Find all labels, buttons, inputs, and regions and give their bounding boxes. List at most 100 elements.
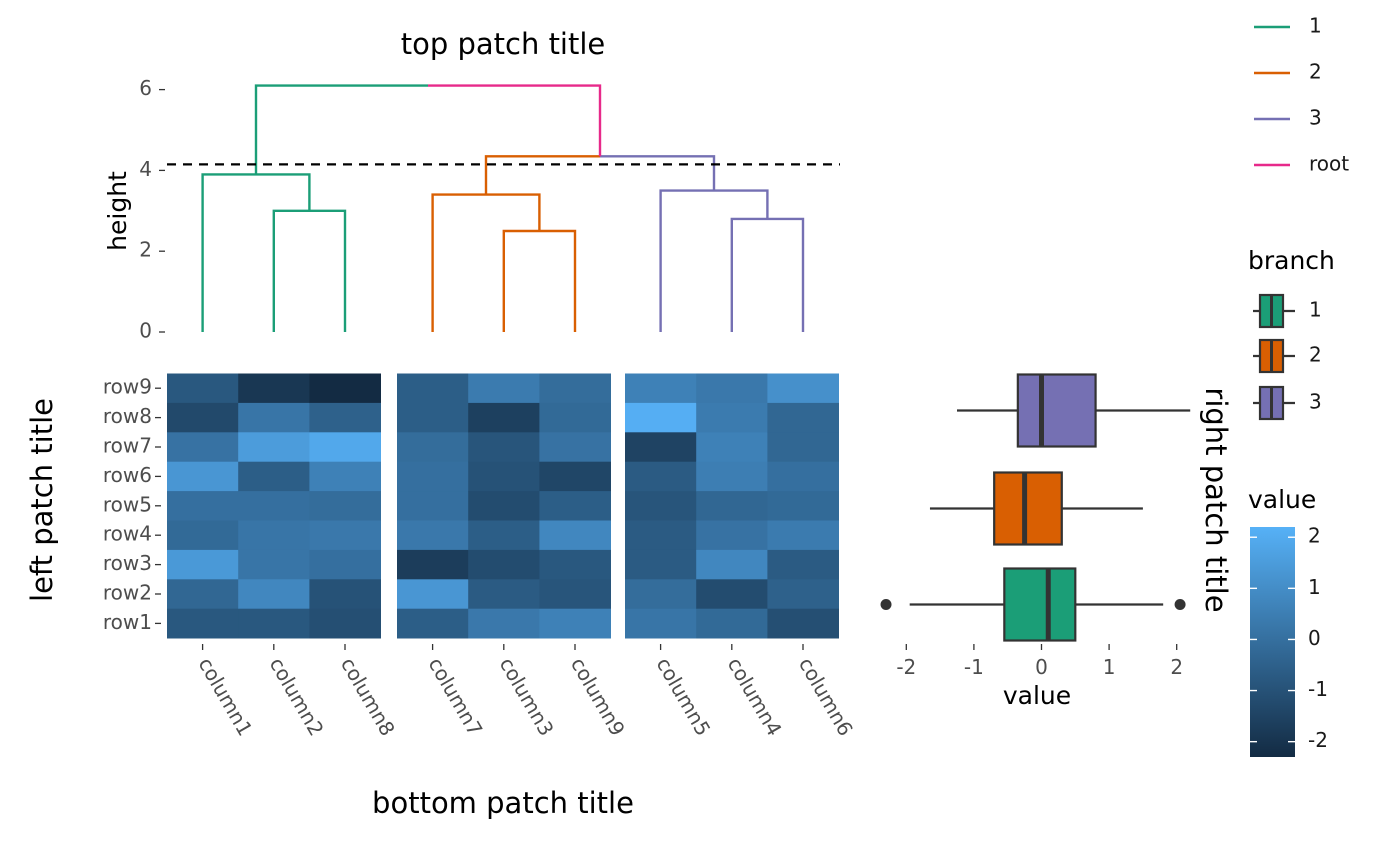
heatmap-cell [767, 549, 839, 580]
heatmap-cell [767, 579, 839, 610]
value-legend-tick-label: -2 [1308, 728, 1328, 752]
heatmap-cell [238, 491, 310, 521]
heatmap-cell [767, 608, 839, 639]
heatmap-cell [238, 549, 310, 580]
right-patch-title: right patch title [1199, 387, 1233, 612]
heatmap-row-label: row9 [103, 375, 152, 399]
heatmap-cell [696, 549, 768, 580]
dendrogram-branch-root [428, 84, 602, 157]
heatmap-cell [309, 491, 381, 521]
heatmap-cell [468, 432, 540, 463]
heatmap-cell [539, 549, 611, 580]
bottom-patch-title: bottom patch title [372, 786, 634, 820]
value-legend: value 2 1 0 -1 -2 [1248, 485, 1328, 757]
boxplot-x-tick-label: 1 [1103, 655, 1116, 679]
heatmap-cell [397, 491, 469, 521]
dendrogram-panel: 0 2 4 6 [139, 76, 840, 343]
heatmap-cell [625, 579, 697, 610]
heatmap-cell [167, 491, 239, 521]
heatmap-cell [238, 402, 310, 433]
dendrogram-y-tick-label: 6 [139, 76, 152, 100]
heatmap-cell [767, 373, 839, 404]
heatmap-cell [696, 520, 768, 551]
heatmap-cell [397, 549, 469, 580]
boxplot-panel: -2 -1 0 1 2 [880, 373, 1191, 679]
heatmap-column-label: column2 [265, 653, 329, 740]
heatmap-cell [167, 402, 239, 433]
heatmap-cell [468, 549, 540, 580]
boxplot-box-branch-3 [1016, 373, 1097, 448]
heatmap-cell [468, 373, 540, 404]
heatmap-cell [468, 402, 540, 433]
heatmap-cell [397, 432, 469, 463]
dendrogram-branch-3 [659, 189, 769, 332]
heatmap-cell [238, 373, 310, 404]
heatmap-cell [238, 608, 310, 639]
heatmap-cell [309, 520, 381, 551]
heatmap-cell [696, 579, 768, 610]
heatmap-column-label: column6 [794, 653, 858, 740]
branch-legend-label: 3 [1309, 390, 1322, 414]
heatmap-cell [696, 461, 768, 492]
heatmap-column-label: column5 [652, 653, 716, 740]
heatmap-cell [167, 579, 239, 610]
branch-legend-label: 1 [1309, 298, 1322, 322]
boxplot-x-tick-label: -2 [896, 655, 916, 679]
heatmap-cell [238, 579, 310, 610]
heatmap-column-label: column7 [424, 653, 488, 740]
boxplot-box-branch-2 [993, 471, 1063, 546]
heatmap-panel: column1 column2 column8 column7 column3 colum… [103, 373, 858, 740]
heatmap-row-label: row2 [103, 581, 152, 605]
heatmap-cell [767, 461, 839, 492]
heatmap-column-label: column9 [566, 653, 630, 740]
line-legend-label: root [1309, 152, 1349, 176]
heatmap-cell [696, 373, 768, 404]
dendrogram-branch-2 [502, 229, 577, 332]
heatmap-cell [539, 608, 611, 639]
dendrogram-branch-1 [272, 209, 347, 332]
heatmap-cell [696, 432, 768, 463]
heatmap-cell [468, 608, 540, 639]
heatmap-column-label: column3 [495, 653, 559, 740]
heatmap-cell [625, 402, 697, 433]
heatmap-cell [167, 549, 239, 580]
heatmap-cell [167, 461, 239, 492]
line-legend-label: 1 [1309, 14, 1322, 38]
heatmap-cell [238, 520, 310, 551]
heatmap-cell [625, 608, 697, 639]
top-patch-title: top patch title [401, 27, 606, 61]
dendrogram-y-tick-label: 4 [139, 157, 152, 181]
heatmap-cell [309, 373, 381, 404]
heatmap-row-label: row8 [103, 404, 152, 428]
heatmap-row-label: row4 [103, 522, 152, 546]
dendrogram-y-tick-label: 2 [139, 238, 152, 262]
heatmap-cell [167, 373, 239, 404]
line-legend: 1 2 3 root [1254, 14, 1349, 176]
heatmap-cell [397, 608, 469, 639]
heatmap-cell [309, 461, 381, 492]
heatmap-cell [539, 373, 611, 404]
boxplot-box-branch-1 [1003, 567, 1077, 642]
value-legend-tick-label: 1 [1308, 575, 1321, 599]
heatmap-cell [625, 373, 697, 404]
heatmap-column-label: column1 [194, 653, 258, 740]
heatmap-cell [468, 520, 540, 551]
heatmap-cell [696, 608, 768, 639]
heatmap-cell [625, 520, 697, 551]
heatmap-cell [238, 461, 310, 492]
heatmap-cell [167, 432, 239, 463]
heatmap-cell [309, 432, 381, 463]
heatmap-cell [167, 608, 239, 639]
branch-legend: branch 1 2 3 [1248, 246, 1335, 421]
dendrogram-branch-2 [431, 193, 541, 332]
heatmap-cell [167, 520, 239, 551]
heatmap-cell [767, 432, 839, 463]
dendrogram-branch-2 [484, 155, 600, 195]
heatmap-cell [767, 402, 839, 433]
heatmap-cell [539, 432, 611, 463]
heatmap-cell [309, 402, 381, 433]
boxplot-x-tick-label: 2 [1170, 655, 1183, 679]
heatmap-cell [539, 402, 611, 433]
boxplot-x-tick-label: -1 [964, 655, 984, 679]
